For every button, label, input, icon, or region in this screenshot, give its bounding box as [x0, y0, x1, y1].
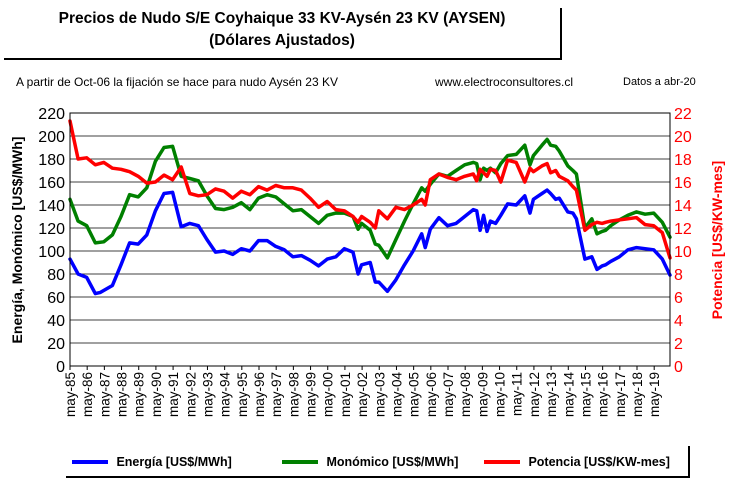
y-tick-right: 12 — [674, 221, 692, 238]
x-tick-label: may-18 — [630, 372, 645, 417]
y-tick-right: 8 — [674, 267, 683, 284]
y-tick-left: 200 — [38, 129, 65, 146]
x-tick-label: may-99 — [304, 372, 319, 417]
x-tick-label: may-90 — [149, 372, 164, 417]
y-tick-left: 0 — [56, 359, 65, 376]
y-axis-right-label: Potencia [US$/KW-mes] — [709, 161, 725, 319]
y-tick-left: 80 — [47, 267, 65, 284]
x-tick-label: may-16 — [596, 372, 611, 417]
x-tick-label: may-88 — [115, 372, 130, 417]
y-tick-right: 22 — [674, 106, 692, 123]
x-tick-label: may-08 — [458, 372, 473, 417]
x-tick-label: may-15 — [578, 372, 593, 417]
series-line-energia — [68, 188, 672, 296]
x-tick-label: may-91 — [166, 372, 181, 417]
y-tick-right: 4 — [674, 313, 683, 330]
legend-item-monomico: Monómico [US$/MWh] — [282, 453, 458, 469]
y-tick-left: 20 — [47, 336, 65, 353]
y-axis-left-label: Energía, Monómico [US$/MWh] — [9, 137, 25, 344]
x-tick-label: may-17 — [613, 372, 628, 417]
y-tick-right: 0 — [674, 359, 683, 376]
legend-swatch-monomico — [282, 459, 318, 464]
x-tick-label: may-09 — [475, 372, 490, 417]
series-lines — [68, 119, 672, 296]
y-tick-left: 180 — [38, 152, 65, 169]
x-tick-label: may-97 — [269, 372, 284, 417]
x-tick-label: may-14 — [561, 372, 576, 418]
y-tick-left: 140 — [38, 198, 65, 215]
legend-item-potencia: Potencia [US$/KW-mes] — [484, 453, 670, 469]
x-tick-label: may-94 — [218, 372, 233, 418]
chart-subtitle: (Dólares Ajustados) — [209, 32, 355, 49]
y-axis-left-ticks: 0 20 40 60 80 100 120 140 160 180 200 220 — [38, 106, 65, 376]
x-tick-label: may-02 — [355, 372, 370, 417]
grid-lines — [70, 112, 670, 367]
y-tick-left: 100 — [38, 244, 65, 261]
x-tick-label: may-05 — [407, 372, 422, 417]
x-tick-label: may-87 — [97, 372, 112, 417]
series-line-potencia — [68, 119, 672, 260]
note-data-date: Datos a abr-20 — [623, 76, 696, 88]
legend-swatch-energia — [72, 459, 108, 464]
legend-item-energia: Energía [US$/MWh] — [72, 453, 232, 469]
y-tick-right: 16 — [674, 175, 692, 192]
y-tick-left: 160 — [38, 175, 65, 192]
x-tick-label: may-86 — [80, 372, 95, 417]
x-tick-label: may-12 — [527, 372, 542, 417]
y-tick-right: 18 — [674, 152, 692, 169]
x-tick-label: may-07 — [441, 372, 456, 417]
x-tick-label: may-89 — [132, 372, 147, 417]
x-tick-label: may-95 — [235, 372, 250, 417]
x-tick-label: may-03 — [372, 372, 387, 417]
chart-title-box: Precios de Nudo S/E Coyhaique 33 KV-Aysé… — [4, 8, 562, 60]
x-tick-label: may-92 — [183, 372, 198, 417]
legend: Energía [US$/MWh] Monómico [US$/MWh] Pot… — [66, 446, 690, 478]
x-tick-label: may-98 — [286, 372, 301, 417]
note-fixation: A partir de Oct-06 la fijación se hace p… — [16, 75, 338, 89]
legend-label-monomico: Monómico [US$/MWh] — [326, 454, 459, 469]
x-tick-label: may-96 — [252, 372, 267, 417]
plot-frame — [69, 112, 671, 367]
note-website: www.electroconsultores.cl — [435, 75, 574, 89]
y-tick-right: 6 — [674, 290, 683, 307]
y-axis-right-ticks: 0 2 4 6 8 10 12 14 16 18 20 22 — [674, 106, 692, 376]
x-tick-label: may-85 — [63, 372, 78, 417]
x-tick-label: may-06 — [424, 372, 439, 417]
x-tick-label: may-01 — [338, 372, 353, 417]
x-tick-label: may-10 — [493, 372, 508, 417]
y-tick-right: 20 — [674, 129, 692, 146]
legend-label-potencia: Potencia [US$/KW-mes] — [528, 454, 670, 469]
legend-label-energia: Energía [US$/MWh] — [116, 454, 232, 469]
y-tick-left: 120 — [38, 221, 65, 238]
y-tick-left: 220 — [38, 106, 65, 123]
y-tick-left: 40 — [47, 313, 65, 330]
x-tick-label: may-04 — [389, 372, 404, 418]
x-tick-label: may-11 — [510, 372, 525, 416]
chart-title: Precios de Nudo S/E Coyhaique 33 KV-Aysé… — [58, 10, 506, 27]
x-tick-label: may-93 — [200, 372, 215, 417]
y-tick-right: 2 — [674, 336, 683, 353]
x-tick-label: may-13 — [544, 372, 559, 417]
x-axis-ticks: may-85 may-86 may-87 may-88 may-89 may-90 may-… — [63, 366, 662, 417]
x-tick-label: may-19 — [647, 372, 662, 417]
y-tick-left: 60 — [47, 290, 65, 307]
y-tick-right: 14 — [674, 198, 692, 215]
x-tick-label: may-00 — [321, 372, 336, 417]
series-line-monomico — [68, 137, 672, 260]
y-tick-right: 10 — [674, 244, 692, 261]
legend-swatch-potencia — [484, 459, 520, 464]
